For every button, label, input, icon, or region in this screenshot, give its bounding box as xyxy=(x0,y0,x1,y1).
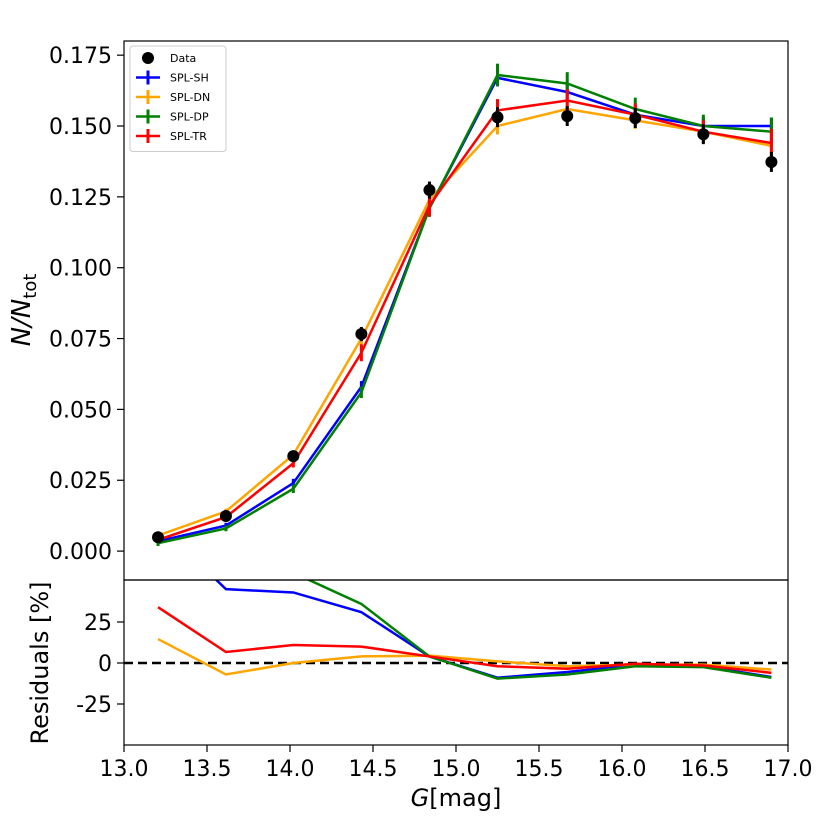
data-point xyxy=(629,112,642,125)
residual-axis-label: Residuals [%] xyxy=(26,581,54,744)
plot-area xyxy=(152,63,778,546)
data-point xyxy=(287,450,300,463)
data-point xyxy=(219,509,232,522)
legend-box xyxy=(129,45,227,152)
series-line xyxy=(157,107,772,537)
y-tick-label: 0 xyxy=(98,652,112,677)
y-tick-label: 0.025 xyxy=(49,469,112,494)
x-tick-label: 16.5 xyxy=(681,757,730,782)
y-tick-label: 0.175 xyxy=(49,44,112,69)
data-point xyxy=(491,111,504,124)
y-axis-label: N/Ntot xyxy=(7,274,41,347)
series-line xyxy=(306,580,772,680)
data-point xyxy=(697,128,710,141)
y-tick-label: 0.050 xyxy=(49,398,112,423)
data-point xyxy=(152,531,165,544)
x-axis-label-unit: [mag] xyxy=(429,784,501,812)
legend-label: Data xyxy=(170,52,196,65)
legend-label: SPL-DN xyxy=(170,91,210,104)
x-tick-label: 15.5 xyxy=(515,757,564,782)
legend-marker xyxy=(142,52,154,64)
y-axis-label-sub: tot xyxy=(20,274,41,299)
x-tick-label: 16.0 xyxy=(598,757,647,782)
series-line xyxy=(157,73,772,545)
y-tick-label: 0.125 xyxy=(49,186,112,211)
x-tick-label: 15.0 xyxy=(432,757,481,782)
data-point xyxy=(423,184,436,197)
y-tick-label: 0.000 xyxy=(49,540,112,565)
x-tick-label: 17.0 xyxy=(764,757,813,782)
x-tick-label: 14.0 xyxy=(266,757,315,782)
series-line xyxy=(157,76,772,543)
x-axis-label: G[mag] xyxy=(411,784,502,812)
data-point xyxy=(561,110,574,123)
y-axis-label-main: N/N xyxy=(7,299,37,347)
legend-label: SPL-DP xyxy=(170,111,209,124)
data-point xyxy=(355,328,368,341)
y-tick-label: 25 xyxy=(84,611,112,636)
axes-frame xyxy=(123,579,789,746)
x-tick-label: 13.0 xyxy=(100,757,149,782)
data-point xyxy=(765,156,778,169)
series-line xyxy=(214,580,772,680)
plot-layer: 0.000 0.025 0.050 0.075 0.100 0.125 0.150 0.175… xyxy=(49,40,813,782)
y-tick-label: 0.075 xyxy=(49,328,112,353)
x-tick-label: 14.5 xyxy=(349,757,398,782)
series-line xyxy=(157,99,772,541)
y-tick-label: -25 xyxy=(76,693,112,718)
legend-label: SPL-TR xyxy=(170,130,207,143)
x-tick-label: 13.5 xyxy=(183,757,232,782)
y-tick-label: 0.150 xyxy=(49,115,112,140)
x-axis-label-main: G xyxy=(411,784,430,812)
y-tick-label: 0.100 xyxy=(49,257,112,282)
legend-label: SPL-SH xyxy=(170,72,209,85)
plot-area xyxy=(124,580,788,680)
series-line xyxy=(157,606,772,675)
